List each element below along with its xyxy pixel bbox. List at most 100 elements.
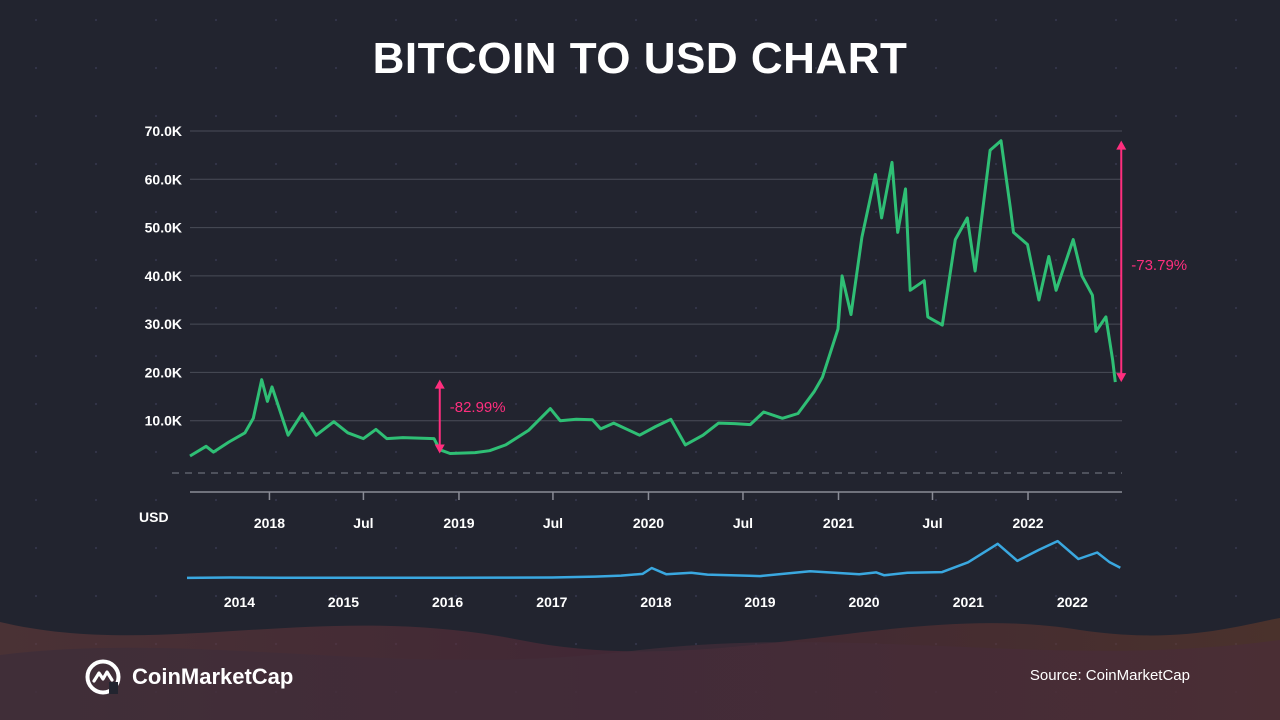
bg-dot [334,210,338,214]
bg-dot [1174,498,1178,502]
bg-dot [1114,498,1118,502]
bg-dot [394,594,398,598]
bg-dot [214,546,218,550]
bg-dot [994,402,998,406]
bg-dot [274,210,278,214]
bg-dot [934,498,938,502]
bg-dot [394,210,398,214]
bg-dot [994,498,998,502]
brand-name: CoinMarketCap [132,664,294,689]
bg-dot [154,354,158,358]
bg-dot [754,258,758,262]
bg-dot [754,210,758,214]
bg-dot [694,642,698,646]
bg-dot [514,306,518,310]
bg-dot [394,450,398,454]
navigator-line-series[interactable] [186,539,1121,580]
bg-dot [334,258,338,262]
bg-dot [274,306,278,310]
bg-dot [1054,66,1058,70]
main-chart-grid [172,130,1122,474]
bg-dot [634,306,638,310]
bg-dot [34,354,38,358]
bg-dot [694,18,698,22]
bg-dot [94,210,98,214]
navigator-x-tick-label: 2018 [640,594,671,610]
bg-dot [994,450,998,454]
bg-dot [754,306,758,310]
bg-dot [814,306,818,310]
bg-dot [214,114,218,118]
bg-dot [814,594,818,598]
bg-dot [274,66,278,70]
bg-dot [1054,18,1058,22]
bg-dot [514,114,518,118]
bg-dot [1234,18,1238,22]
chart-title: BITCOIN TO USD CHART [372,34,908,83]
bg-dot [994,162,998,166]
bg-dot [1234,402,1238,406]
bg-dot [994,354,998,358]
bg-dot [1234,258,1238,262]
bg-dot [994,114,998,118]
bg-dot [874,258,878,262]
bg-dot [874,18,878,22]
bg-dot [154,18,158,22]
bg-dot [94,546,98,550]
bg-dot [94,594,98,598]
x-tick-label: Jul [733,515,753,531]
bg-dot [274,450,278,454]
bg-dot [934,66,938,70]
bg-dot [394,258,398,262]
bg-dot [634,114,638,118]
bg-dot [514,594,518,598]
bg-dot [34,306,38,310]
bg-dot [634,162,638,166]
bg-dot [1114,114,1118,118]
bg-dot [514,210,518,214]
bg-dot [574,162,578,166]
bg-dot [514,498,518,502]
bg-dot [1174,354,1178,358]
bg-dot [154,450,158,454]
navigator-x-tick-label: 2020 [848,594,879,610]
x-tick-label: 2019 [443,515,474,531]
navigator-x-tick-label: 2015 [328,594,359,610]
bg-dot [1174,18,1178,22]
bg-dot [1174,594,1178,598]
bg-dot [694,402,698,406]
bg-dot [634,498,638,502]
bg-dot [574,18,578,22]
bg-dot [694,66,698,70]
bg-dot [814,162,818,166]
bg-dot [94,306,98,310]
navigator-x-tick-label: 2019 [744,594,775,610]
bg-dot [754,594,758,598]
x-tick-label: Jul [543,515,563,531]
bg-dot [514,546,518,550]
bg-dot [214,594,218,598]
bg-dot [454,210,458,214]
bg-dot [1174,210,1178,214]
bg-dot [274,114,278,118]
bg-dot [574,258,578,262]
bg-dot [634,18,638,22]
bg-dot [874,402,878,406]
bg-dot [1114,258,1118,262]
bg-dot [214,18,218,22]
bg-dot [874,210,878,214]
bg-dot [874,66,878,70]
bg-dot [934,18,938,22]
bg-dot [154,66,158,70]
bg-dot [574,402,578,406]
bg-dot [34,498,38,502]
bg-dot [94,354,98,358]
bg-dot [754,66,758,70]
y-tick-label: 50.0K [145,220,182,236]
bg-dot [934,114,938,118]
bg-dot [694,258,698,262]
bg-dot [814,498,818,502]
bg-dot [274,18,278,22]
bg-dot [94,114,98,118]
bg-dot [514,66,518,70]
